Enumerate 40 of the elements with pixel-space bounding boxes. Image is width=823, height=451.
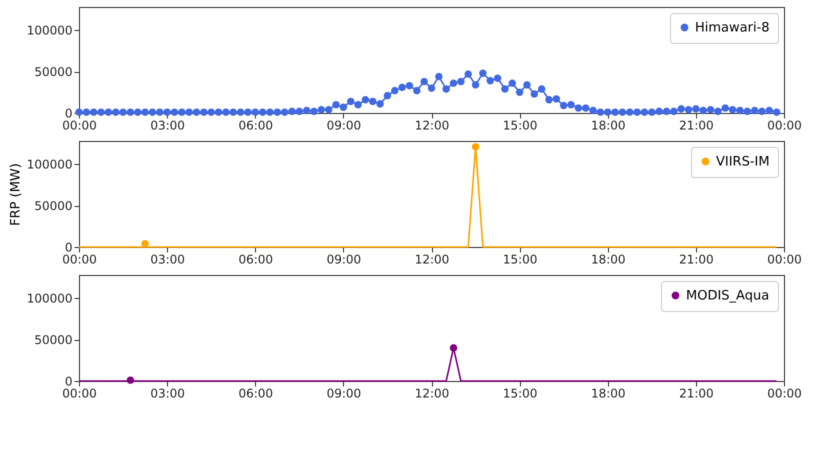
legend-label: Himawari-8: [695, 20, 770, 36]
x-tick-label: 06:00: [238, 386, 274, 400]
x-tick-label: 12:00: [414, 252, 450, 266]
x-tick-label: 09:00: [326, 118, 362, 132]
x-tick-label: 00:00: [767, 386, 802, 400]
x-tick-label: 06:00: [238, 252, 274, 266]
y-tick-label: 50000: [34, 199, 72, 214]
x-tick-label: 00:00: [767, 118, 802, 132]
x-tick-label: 03:00: [150, 252, 185, 266]
x-tick-label: 03:00: [150, 118, 185, 132]
x-tick-label: 00:00: [62, 118, 97, 132]
x-tick-label: 09:00: [326, 252, 362, 266]
x-tick-label: 03:00: [150, 386, 185, 400]
legend-label: VIIRS-IM: [716, 154, 770, 170]
x-tick-label: 00:00: [767, 252, 802, 266]
x-tick-label: 12:00: [414, 386, 450, 400]
y-tick-label: 50000: [34, 333, 72, 348]
x-tick-label: 21:00: [679, 118, 714, 132]
x-tick-label: 15:00: [502, 252, 538, 266]
x-tick-label: 15:00: [502, 118, 538, 132]
x-tick-label: 00:00: [62, 386, 97, 400]
y-tick-label: 0: [64, 374, 72, 388]
x-tick-label: 18:00: [590, 252, 626, 266]
legend-label: MODIS_Aqua: [686, 288, 770, 304]
y-tick-label: 100000: [26, 24, 72, 38]
x-tick-label: 18:00: [590, 386, 626, 400]
y-axis-title: FRP (MW): [8, 163, 24, 226]
y-tick-label: 0: [64, 240, 72, 254]
x-tick-label: 00:00: [62, 252, 97, 266]
y-tick-label: 50000: [34, 65, 72, 80]
x-tick-label: 21:00: [679, 252, 714, 266]
x-tick-label: 06:00: [238, 118, 274, 132]
x-tick-label: 12:00: [414, 118, 450, 132]
y-tick-label: 100000: [26, 292, 72, 306]
x-tick-label: 15:00: [502, 386, 538, 400]
y-tick-label: 100000: [26, 158, 72, 172]
y-tick-label: 0: [64, 106, 72, 120]
x-tick-label: 21:00: [679, 386, 714, 400]
x-tick-label: 18:00: [590, 118, 626, 132]
x-tick-label: 09:00: [326, 386, 362, 400]
